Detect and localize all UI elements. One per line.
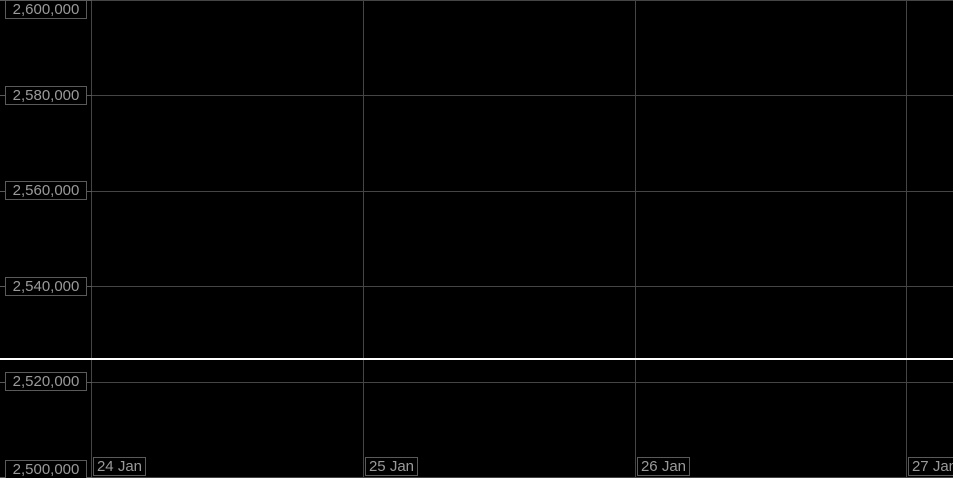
- v-gridline-27-jan: [906, 0, 907, 478]
- x-axis-label-26-jan: 26 Jan: [637, 457, 690, 476]
- y-axis-connector: [86, 382, 92, 383]
- x-axis-label-24-jan: 24 Jan: [93, 457, 146, 476]
- v-gridline-26-jan: [635, 0, 636, 478]
- y-axis-connector: [86, 95, 92, 96]
- y-axis-label-2520000: 2,520,000: [5, 372, 87, 391]
- v-gridline-24-jan: [91, 0, 92, 478]
- y-axis-connector: [86, 191, 92, 192]
- y-axis-label-2500000: 2,500,000: [5, 460, 87, 478]
- current-price-line: [0, 358, 953, 360]
- y-axis-connector: [86, 0, 92, 1]
- y-axis-label-2600000: 2,600,000: [5, 0, 87, 19]
- y-axis-tick: [0, 286, 5, 287]
- y-axis-label-2560000: 2,560,000: [5, 181, 87, 200]
- x-axis-label-27-jan: 27 Jan: [908, 457, 953, 476]
- y-axis-tick: [0, 191, 5, 192]
- h-gridline-2580000: [0, 95, 953, 96]
- y-axis-label-2540000: 2,540,000: [5, 277, 87, 296]
- h-gridline-2520000: [0, 382, 953, 383]
- x-axis-label-25-jan: 25 Jan: [365, 457, 418, 476]
- y-axis-tick: [0, 382, 5, 383]
- h-gridline-2600000: [0, 0, 953, 1]
- y-axis-label-2580000: 2,580,000: [5, 86, 87, 105]
- y-axis-tick: [0, 95, 5, 96]
- v-gridline-25-jan: [363, 0, 364, 478]
- h-gridline-2540000: [0, 286, 953, 287]
- y-axis-connector: [86, 286, 92, 287]
- y-axis-tick: [0, 0, 5, 1]
- h-gridline-2560000: [0, 191, 953, 192]
